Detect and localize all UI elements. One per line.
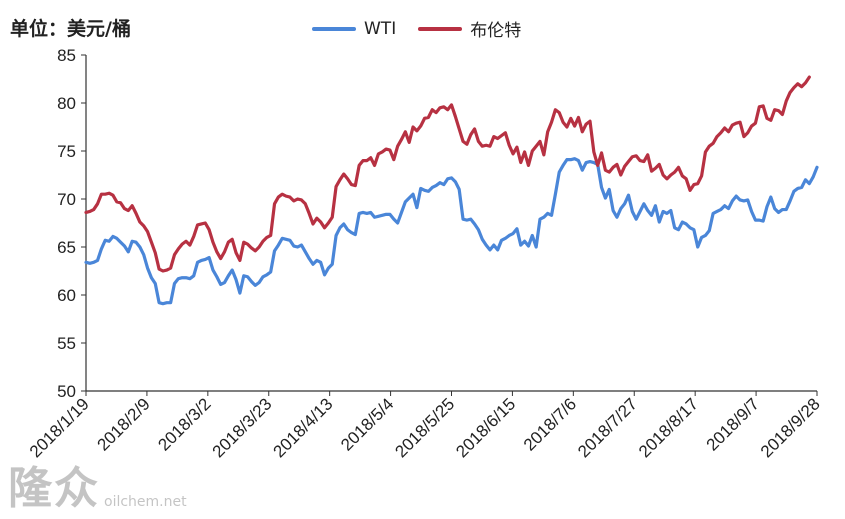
- y-tick-label: 50: [57, 382, 76, 401]
- x-tick-label: 2018/5/25: [391, 394, 458, 461]
- x-tick-label: 2018/7/27: [574, 394, 641, 461]
- legend-label-brent: 布伦特: [470, 21, 522, 41]
- y-tick-label: 60: [57, 286, 76, 305]
- y-tick-label: 65: [57, 238, 76, 257]
- legend-swatch-wti: [312, 26, 356, 31]
- x-tick-label: 2018/6/15: [452, 394, 519, 461]
- legend: WTI 布伦特: [312, 16, 535, 41]
- watermark-url: oilchem.net: [104, 494, 187, 510]
- y-tick-label: 70: [57, 190, 76, 209]
- x-tick-label: 2018/7/6: [520, 394, 580, 454]
- unit-label: 单位：美元/桶: [10, 18, 131, 40]
- legend-item-wti: WTI: [312, 19, 396, 39]
- watermark: 隆众 oilchem.net: [8, 452, 187, 516]
- y-tick-label: 80: [57, 94, 76, 113]
- x-tick-label: 2018/3/23: [209, 394, 276, 461]
- legend-label-wti: WTI: [364, 18, 397, 39]
- legend-item-brent: 布伦特: [418, 16, 521, 41]
- x-tick-label: 2018/2/9: [94, 394, 154, 454]
- series-line-brent: [84, 75, 811, 273]
- x-tick-label: 2018/3/2: [154, 394, 214, 454]
- y-tick-label: 75: [57, 142, 76, 161]
- watermark-logo: 隆众: [8, 463, 100, 514]
- x-tick-label: 2018/9/7: [703, 394, 763, 454]
- y-tick-label: 85: [57, 46, 76, 65]
- x-tick-label: 2018/5/4: [337, 394, 397, 454]
- x-tick-label: 2018/8/17: [635, 394, 702, 461]
- legend-swatch-brent: [418, 26, 463, 31]
- series-line-wti: [84, 157, 819, 306]
- y-tick-label: 55: [57, 334, 76, 353]
- x-tick-label: 2018/4/13: [270, 394, 337, 461]
- x-tick-label: 2018/9/28: [757, 394, 824, 461]
